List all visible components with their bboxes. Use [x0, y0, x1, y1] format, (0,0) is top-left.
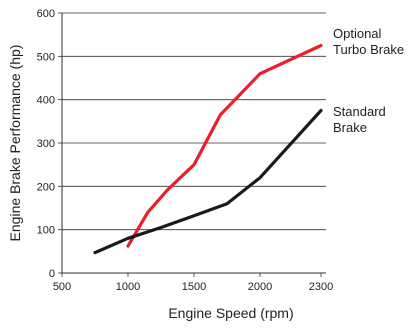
y-tick-label: 600 [37, 8, 55, 20]
y-tick-label: 100 [37, 225, 55, 237]
series-label-turbo-brake: Optional [333, 26, 382, 41]
x-tick-label: 2000 [248, 281, 272, 293]
x-tick-label: 1000 [116, 281, 140, 293]
y-tick-label: 500 [37, 51, 55, 63]
series-lines [93, 43, 323, 255]
x-tick-label: 2300 [309, 281, 333, 293]
series-line-standard-brake [93, 108, 323, 255]
gridlines [62, 12, 326, 231]
series-line-turbo-brake [126, 43, 323, 248]
x-tick-label: 1500 [182, 281, 206, 293]
y-tick-label: 200 [37, 181, 55, 193]
y-tick-label: 0 [49, 268, 55, 280]
series-label-standard-brake: Standard [333, 104, 386, 119]
y-tick-label: 400 [37, 95, 55, 107]
y-axis-title: Engine Brake Performance (hp) [7, 45, 23, 242]
x-tick-label: 500 [53, 281, 71, 293]
axes [58, 12, 326, 277]
series-label-standard-brake: Brake [333, 120, 367, 135]
x-axis-title: Engine Speed (rpm) [168, 305, 293, 321]
tick-labels: 0 100 200 300 400 500 600 500 1000 1500 2000 2300 [37, 8, 334, 293]
series-label-turbo-brake: Turbo Brake [333, 42, 404, 57]
y-tick-label: 300 [37, 138, 55, 150]
